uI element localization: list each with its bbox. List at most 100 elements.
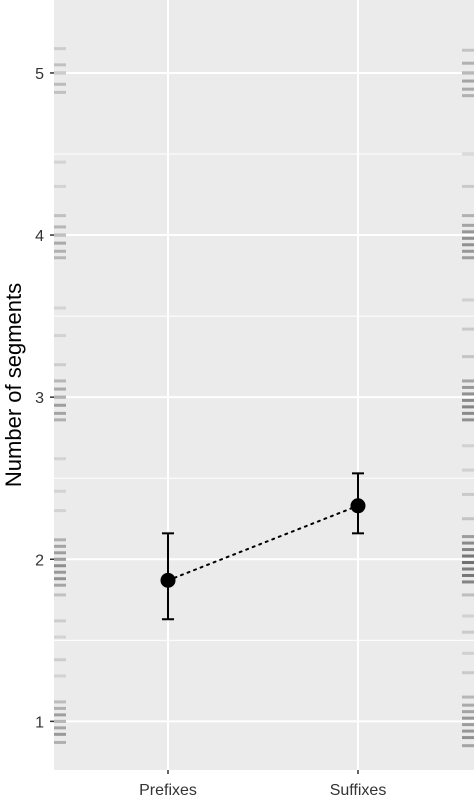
rug-mark-right — [462, 184, 474, 188]
rug-mark-right — [462, 723, 474, 727]
rug-mark-left — [54, 249, 66, 253]
rug-mark-left — [54, 379, 66, 383]
rug-mark-left — [54, 740, 66, 744]
y-tick-label: 4 — [35, 228, 44, 245]
rug-mark-right — [462, 651, 474, 655]
rug-mark-right — [462, 614, 474, 618]
rug-mark-right — [462, 71, 474, 75]
rug-mark-right — [462, 94, 474, 98]
rug-mark-left — [54, 363, 66, 367]
rug-mark-left — [54, 719, 66, 723]
rug-mark-right — [462, 298, 474, 302]
data-point — [350, 498, 366, 514]
rug-mark-left — [54, 726, 66, 730]
rug-mark-right — [462, 710, 474, 714]
rug-mark-right — [462, 405, 474, 409]
rug-mark-left — [54, 71, 66, 75]
rug-mark-right — [462, 444, 474, 448]
rug-mark-right — [462, 236, 474, 240]
rug-mark-right — [462, 548, 474, 552]
rug-mark-left — [54, 256, 66, 260]
minor-gridlines — [54, 153, 474, 641]
rug-mark-left — [54, 306, 66, 310]
rug-mark-left — [54, 82, 66, 86]
rug-mark-right — [462, 554, 474, 558]
rug-mark-left — [54, 90, 66, 94]
rug-mark-left — [54, 713, 66, 717]
rug-mark-left — [54, 233, 66, 237]
rug-mark-left — [54, 225, 66, 229]
rug-mark-right — [462, 327, 474, 331]
rug-mark-left — [54, 457, 66, 461]
rug-mark-left — [54, 732, 66, 736]
rug-mark-right — [462, 716, 474, 720]
rug-mark-left — [54, 635, 66, 639]
rug-mark-right — [462, 398, 474, 402]
rug-mark-right — [462, 573, 474, 577]
dotted-connector — [167, 504, 359, 582]
x-tick-label: Prefixes — [139, 782, 197, 799]
rug-mark-right — [462, 744, 474, 748]
rug-mark-left — [54, 700, 66, 704]
rug-mark-left — [54, 570, 66, 574]
rug-mark-right — [462, 392, 474, 396]
rug-mark-left — [54, 387, 66, 391]
rug-mark-left — [54, 47, 66, 51]
rug-mark-right — [462, 703, 474, 707]
rug-mark-left — [54, 395, 66, 399]
rug-mark-left — [54, 706, 66, 710]
rug-mark-left — [54, 334, 66, 338]
major-gridlines — [54, 0, 474, 770]
y-axis-title: Number of segments — [1, 283, 26, 487]
rug-mark-right — [462, 411, 474, 415]
rug-mark-left — [54, 489, 66, 493]
y-tick-label: 5 — [35, 66, 44, 83]
rug-mark-right — [462, 671, 474, 675]
rug-mark-right — [462, 223, 474, 227]
rug-mark-right — [462, 214, 474, 218]
rug-mark-right — [462, 249, 474, 253]
rug-mark-right — [462, 580, 474, 584]
rug-mark-right — [462, 379, 474, 383]
rug-mark-right — [462, 535, 474, 539]
rug-mark-right — [462, 79, 474, 83]
rug-mark-left — [54, 583, 66, 587]
rug-mark-right — [462, 48, 474, 52]
rug-marks — [54, 47, 474, 748]
data-series — [160, 472, 366, 621]
rug-mark-right — [462, 492, 474, 496]
x-axis: Prefixes Suffixes — [139, 770, 386, 799]
rug-mark-right — [462, 517, 474, 521]
rug-mark-left — [54, 544, 66, 548]
rug-mark-left — [54, 418, 66, 422]
rug-mark-right — [462, 87, 474, 91]
rug-mark-left — [54, 619, 66, 623]
rug-mark-left — [54, 658, 66, 662]
y-tick-label: 1 — [35, 714, 44, 731]
rug-mark-right — [462, 256, 474, 260]
rug-mark-right — [462, 61, 474, 65]
rug-mark-right — [462, 695, 474, 699]
x-tick-label: Suffixes — [330, 782, 387, 799]
rug-mark-left — [54, 63, 66, 67]
rug-mark-left — [54, 577, 66, 581]
rug-mark-left — [54, 551, 66, 555]
data-point — [160, 572, 176, 588]
plot-panel — [54, 0, 474, 770]
y-tick-label: 3 — [35, 390, 44, 407]
rug-mark-right — [462, 385, 474, 389]
rug-mark-left — [54, 538, 66, 542]
rug-mark-right — [462, 355, 474, 359]
rug-mark-right — [462, 630, 474, 634]
rug-mark-right — [462, 736, 474, 740]
rug-mark-left — [54, 557, 66, 561]
rug-mark-right — [462, 561, 474, 565]
rug-mark-left — [54, 564, 66, 568]
rug-mark-right — [462, 729, 474, 733]
rug-mark-right — [462, 418, 474, 422]
rug-mark-left — [54, 214, 66, 218]
rug-mark-left — [54, 241, 66, 245]
rug-mark-left — [54, 160, 66, 164]
rug-mark-right — [462, 593, 474, 597]
